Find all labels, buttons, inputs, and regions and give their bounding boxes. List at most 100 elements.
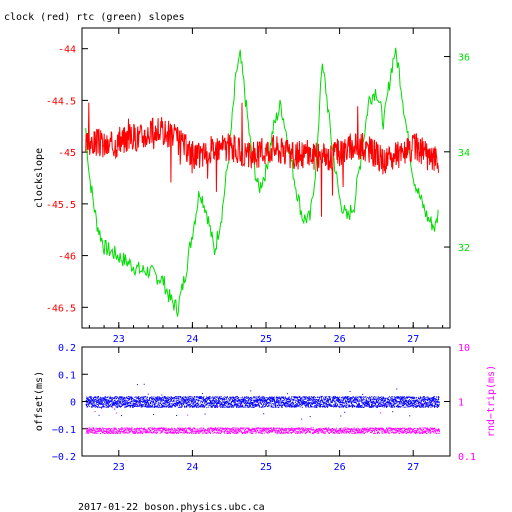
offset-point [400, 399, 402, 401]
offset-point [144, 406, 146, 408]
offset-point [335, 396, 337, 398]
rndtrip-point [319, 430, 321, 432]
offset-point [152, 401, 154, 403]
offset-point [249, 401, 251, 403]
offset-point [338, 406, 340, 408]
offset-point [91, 403, 93, 405]
offset-point [109, 405, 111, 407]
offset-point [399, 396, 401, 398]
offset-point [413, 401, 415, 403]
offset-point [303, 401, 305, 403]
rndtrip-point [179, 431, 181, 433]
offset-point [165, 402, 167, 404]
rndtrip-point [201, 427, 203, 429]
offset-point [259, 406, 261, 408]
rndtrip-point [298, 428, 299, 430]
offset-point [333, 406, 335, 408]
offset-point [397, 405, 399, 407]
rndtrip-point [96, 429, 98, 431]
offset-point [421, 397, 423, 399]
rndtrip-point [212, 429, 214, 431]
offset-point [139, 404, 140, 406]
offset-point [282, 402, 284, 403]
offset-point [250, 402, 252, 404]
offset-point [430, 397, 432, 399]
offset-point [345, 400, 346, 402]
offset-point [206, 396, 208, 398]
offset-point [403, 400, 405, 402]
offset-point [355, 406, 357, 408]
offset-point [93, 405, 95, 407]
offset-point [278, 397, 280, 399]
top-y-tick-label: -44.5 [46, 96, 76, 107]
offset-point [168, 399, 170, 400]
rndtrip-point [267, 432, 269, 433]
offset-point [411, 397, 412, 399]
offset-point [99, 400, 101, 402]
offset-point [378, 405, 380, 407]
offset-point [187, 396, 189, 398]
rndtrip-point [114, 428, 115, 430]
offset-point [91, 402, 93, 404]
offset-point [141, 405, 142, 407]
rndtrip-point [226, 432, 228, 434]
rndtrip-point [297, 428, 299, 430]
rndtrip-point [189, 432, 191, 434]
offset-point [307, 402, 309, 404]
offset-point [361, 401, 363, 403]
offset-point [301, 418, 303, 420]
offset-point [240, 401, 242, 403]
rndtrip-point [308, 430, 310, 431]
offset-point [180, 403, 182, 405]
offset-point [112, 397, 114, 399]
offset-point [300, 398, 301, 400]
offset-point [328, 396, 330, 398]
rndtrip-point [188, 428, 190, 430]
offset-point [299, 406, 301, 408]
rndtrip-point [111, 407, 113, 409]
rndtrip-point [245, 431, 246, 433]
offset-point [91, 403, 93, 405]
rndtrip-point [178, 429, 180, 431]
offset-point [208, 397, 210, 399]
offset-point [184, 399, 186, 401]
offset-point [202, 393, 203, 394]
offset-point [368, 405, 370, 407]
offset-point [123, 397, 125, 399]
offset-point [128, 401, 130, 403]
offset-point [321, 399, 323, 401]
offset-point [235, 402, 237, 404]
offset-point [346, 402, 348, 404]
rndtrip-point [258, 428, 260, 430]
offset-point [287, 393, 288, 395]
offset-point [124, 401, 126, 403]
offset-point [295, 400, 297, 402]
rndtrip-point [271, 429, 273, 431]
offset-point [405, 397, 407, 399]
offset-point [345, 400, 346, 402]
offset-point [425, 403, 427, 405]
rndtrip-point [218, 429, 220, 431]
offset-point [425, 404, 427, 406]
offset-point [369, 396, 371, 398]
offset-point [372, 400, 374, 402]
offset-point [166, 400, 168, 402]
rndtrip-point [153, 431, 155, 433]
offset-point [372, 396, 374, 398]
offset-point [181, 399, 183, 401]
offset-point [340, 401, 341, 403]
offset-point [130, 406, 132, 408]
offset-point [207, 402, 209, 404]
offset-point [349, 391, 351, 392]
offset-point [86, 402, 88, 404]
offset-point [411, 397, 413, 399]
offset-point [154, 406, 155, 408]
offset-point [212, 402, 213, 404]
rndtrip-point [164, 432, 166, 433]
rndtrip-point [237, 427, 239, 429]
offset-point [258, 396, 260, 398]
rndtrip-point [94, 430, 96, 432]
offset-point [193, 397, 195, 399]
offset-point [228, 401, 230, 403]
offset-point [372, 405, 374, 406]
